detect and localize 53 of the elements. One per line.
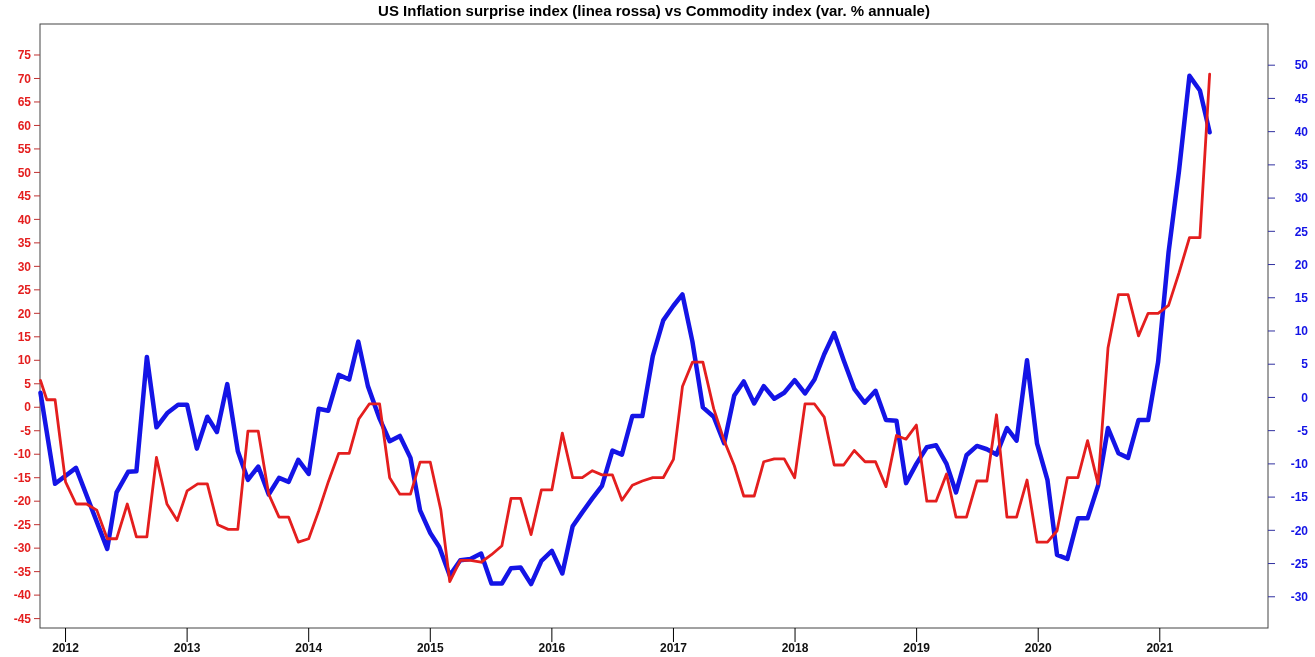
y2-tick-label: 5 [1301,357,1309,372]
y-tick-label: -5 [20,423,32,438]
y2-tick-label: 10 [1294,324,1309,339]
y2-tick-label: 30 [1294,191,1309,206]
y2-tick-label: -25 [1290,556,1309,571]
y-tick-label: -30 [13,541,32,556]
y-tick-label: -45 [13,611,32,626]
y2-tick-label: 35 [1294,158,1309,173]
y-tick-label: 65 [17,95,32,110]
y2-tick-label: 50 [1294,58,1309,73]
y-tick-label: 55 [17,142,32,157]
x-tick-label: 2014 [295,641,323,655]
y2-tick-label: -5 [1297,423,1309,438]
y-tick-label: 60 [17,118,32,133]
y-tick-label: 5 [24,376,32,391]
y2-tick-label: -10 [1290,457,1309,472]
y2-tick-label: -20 [1290,523,1309,538]
x-tick-label: 2015 [416,641,444,655]
y-tick-label: 15 [17,330,32,344]
y2-tick-label: 45 [1294,91,1309,106]
x-tick-label: 2019 [903,641,931,655]
x-tick-label: 2020 [1024,641,1052,655]
y-tick-label: -35 [13,564,32,579]
y-tick-label: 45 [17,189,32,204]
y-tick-label: 0 [24,400,32,415]
x-tick-label: 2018 [781,641,809,655]
y-tick-label: 10 [17,353,32,368]
x-tick-label: 2017 [660,641,688,655]
y2-tick-label: -30 [1290,589,1309,604]
y-tick-label: 20 [17,306,32,321]
y-tick-label: 35 [17,236,32,251]
y-tick-label: -20 [13,494,32,509]
y2-tick-label: 40 [1294,124,1309,139]
y-tick-label: 30 [17,259,32,274]
y-tick-label: -25 [13,517,32,532]
y2-tick-label: 20 [1294,257,1309,272]
y-tick-label: 40 [17,212,32,227]
y-tick-label: -15 [13,470,32,485]
y2-tick-label: -15 [1290,490,1309,505]
y2-tick-label: 25 [1294,224,1309,239]
y-tick-label: 50 [17,165,32,180]
y2-tick-label: 0 [1301,390,1309,405]
y-tick-label: 75 [17,48,32,63]
y-tick-label: 70 [17,71,32,86]
y-tick-label: -40 [13,588,32,603]
x-tick-label: 2021 [1146,641,1174,655]
y2-tick-label: 15 [1294,290,1309,305]
x-tick-label: 2013 [173,641,201,655]
x-tick-label: 2012 [52,641,80,655]
y-tick-label: 25 [17,283,32,298]
y-tick-label: -10 [13,447,32,462]
x-tick-label: 2016 [538,641,566,655]
chart-title: US Inflation surprise index (linea rossa) vs Commodity index (var. % annuale) [378,2,930,19]
